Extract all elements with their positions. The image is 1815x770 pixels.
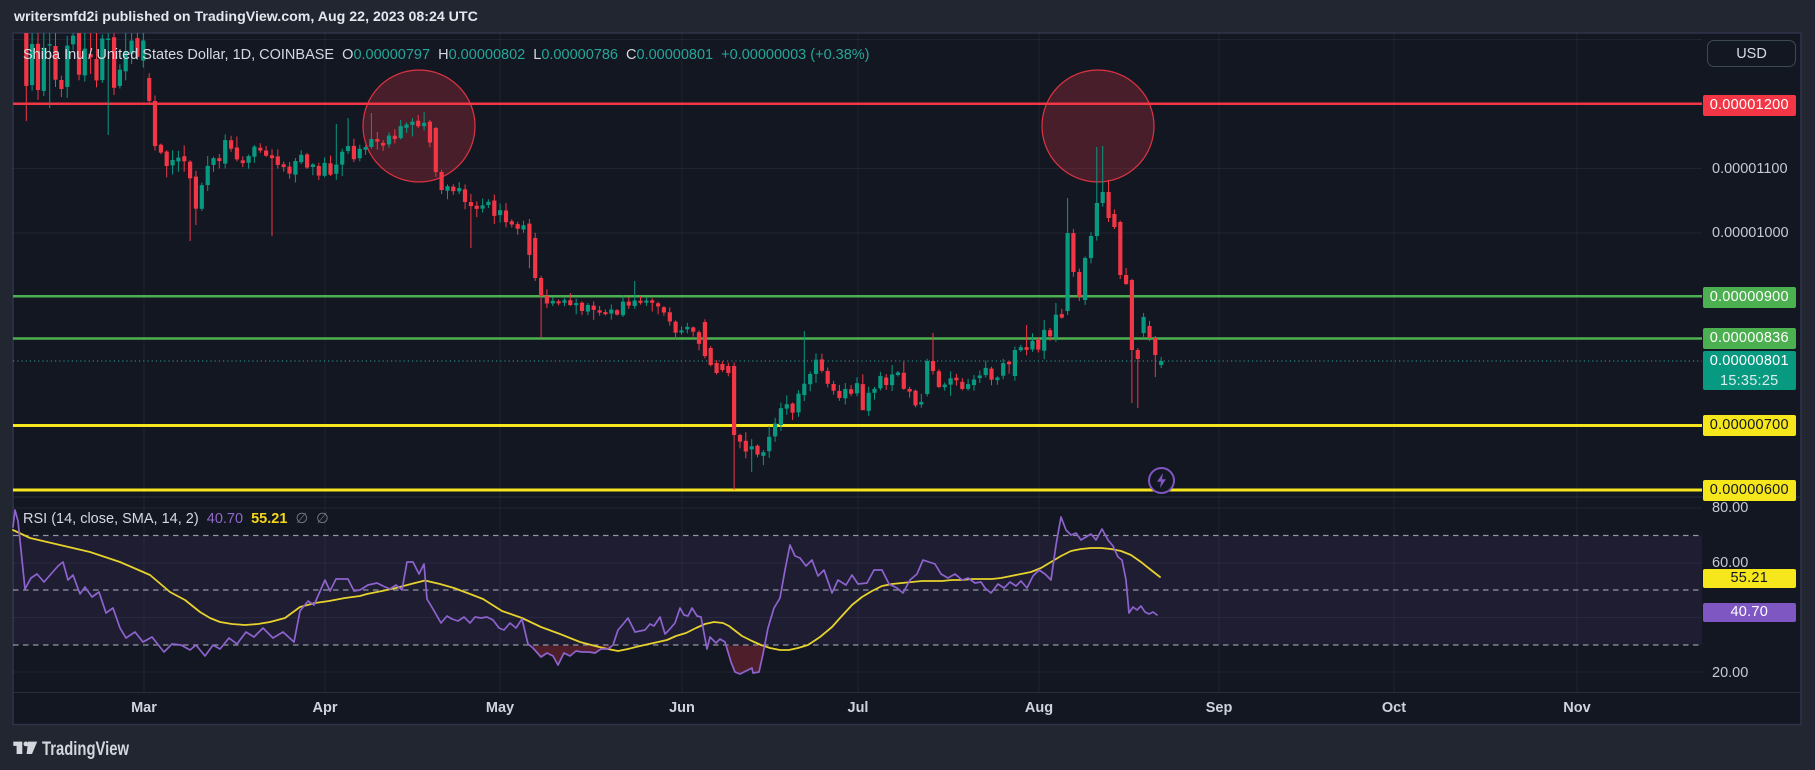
svg-text:TradingView: TradingView <box>42 739 129 760</box>
